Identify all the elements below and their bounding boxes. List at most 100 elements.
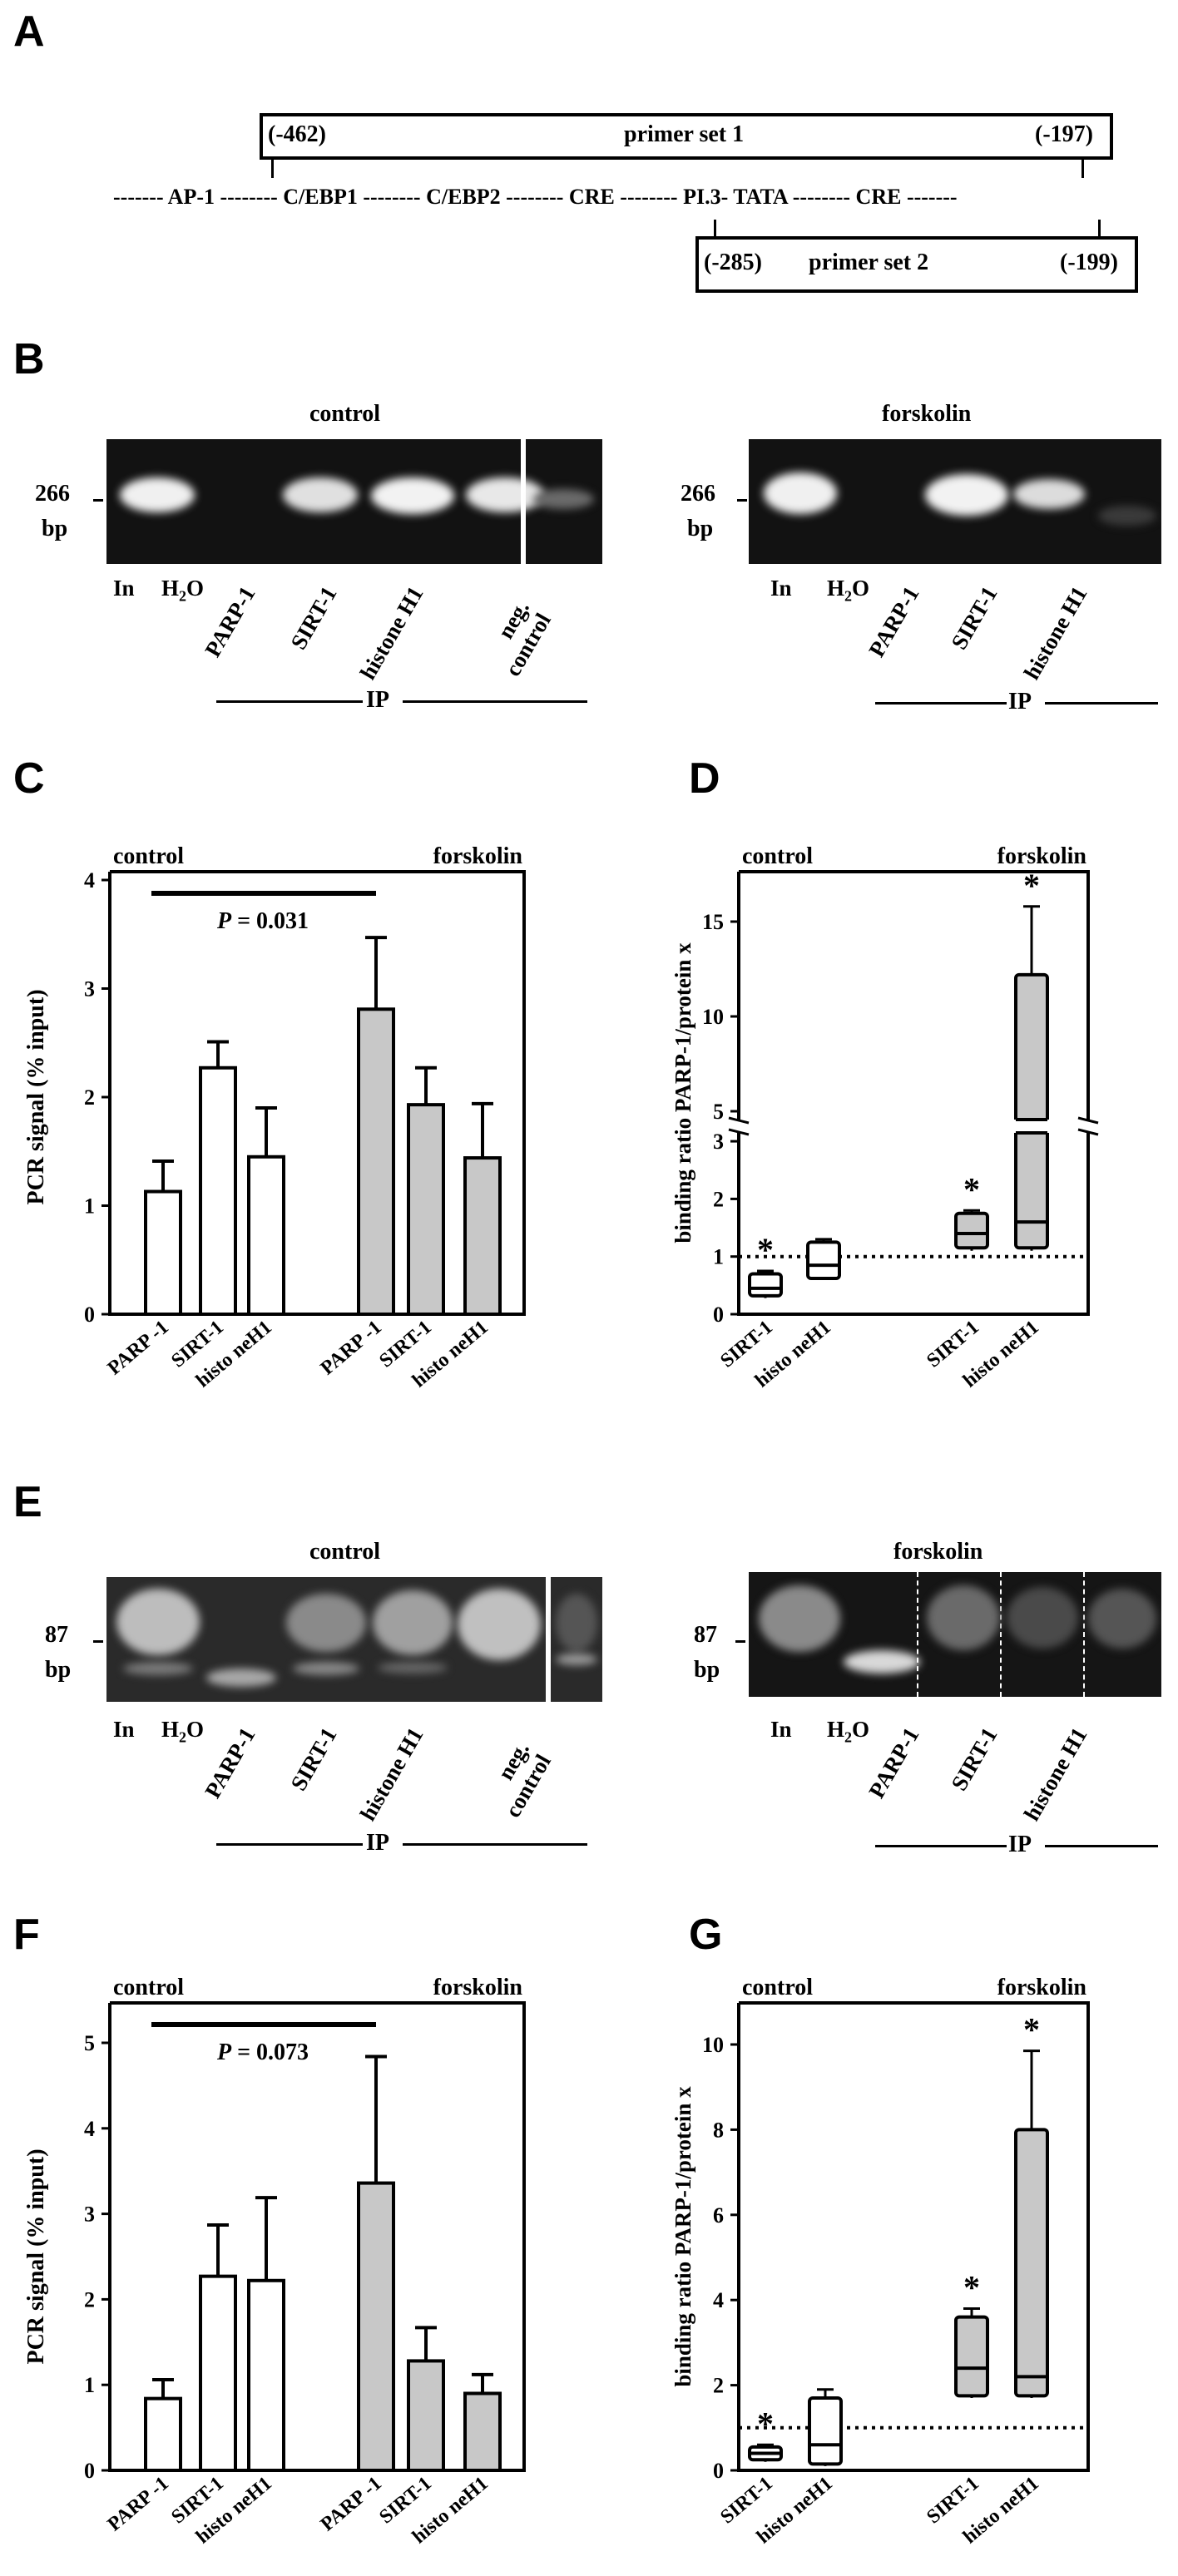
y-tick-label: 5 [84, 2031, 95, 2055]
axis-break-gap [730, 1120, 747, 1133]
gel-e-left-ip-rule-2 [403, 1843, 587, 1846]
x-tick-label: PARP -1 [104, 1317, 173, 1380]
y-tick-label: 10 [702, 1005, 724, 1029]
p-value-label: P = 0.031 [216, 908, 309, 934]
gel-e-left-ip-rule-1 [216, 1843, 363, 1846]
x-tick-label: PARP -1 [317, 1317, 386, 1380]
axis-frame [108, 870, 526, 1316]
gel-lane-label: neg. control [492, 1738, 556, 1822]
gel-b-right-ip-rule-1 [875, 702, 1007, 705]
y-tick-label: 3 [713, 1130, 724, 1154]
gel-b-right-ip-rule-2 [1045, 702, 1158, 705]
gel-e-left-title: control [309, 1539, 381, 1565]
y-tick-label: 0 [713, 2459, 724, 2483]
primer-set-1-label: primer set 1 [624, 121, 745, 147]
primer-set-1-box [260, 113, 1113, 160]
panel-label-e: E [13, 1478, 42, 1526]
box [1014, 2128, 1049, 2398]
bar [144, 1189, 182, 1316]
gel-e-left-size: 87 [45, 1622, 68, 1648]
primer-2-tick-left [714, 220, 716, 238]
y-tick-label: 10 [702, 2033, 724, 2057]
chart-f: 0 1 2 3 4 5 PCR signal (% input) control forskol… [23, 1975, 526, 2548]
panel-label-b: B [13, 335, 45, 383]
axis-break-mark [1077, 1116, 1099, 1125]
box [954, 1211, 989, 1250]
gel-b-right-ip-label: IP [1008, 689, 1032, 714]
group-label-control: control [742, 843, 813, 869]
bar [199, 1066, 237, 1316]
chart-c: 0 1 2 3 4 PCR signal (% input) control forskoli… [23, 843, 526, 1392]
primer-set-1-end: (-197) [1035, 121, 1093, 147]
y-tick-label: 4 [84, 868, 95, 892]
gel-e-left [106, 1577, 602, 1702]
gel-b-right-size: 266 [681, 481, 715, 507]
significance-star: * [757, 1231, 774, 1268]
axis-frame [737, 2001, 1090, 2472]
gel-b-left-size: 266 [35, 481, 70, 507]
box [808, 2396, 843, 2466]
bar [463, 1156, 502, 1316]
group-label-forskolin: forskolin [997, 1975, 1087, 2000]
gel-e-right-ip-rule-2 [1045, 1845, 1158, 1847]
y-tick-label: 8 [713, 2118, 724, 2142]
bar [357, 2181, 395, 2472]
y-tick-label: 5 [713, 1100, 724, 1124]
box [748, 1272, 783, 1298]
box [954, 2315, 989, 2398]
gel-e-left-ip-label: IP [366, 1830, 389, 1856]
gel-b-right-title: forskolin [882, 401, 972, 427]
axis-break-mark [1077, 1128, 1099, 1136]
gel-b-left-tick [93, 499, 103, 502]
x-tick-label: PARP -1 [317, 2473, 386, 2536]
axis-frame [737, 870, 1090, 1316]
gel-e-left-unit: bp [45, 1657, 72, 1683]
group-label-forskolin: forskolin [997, 843, 1087, 869]
group-label-forskolin: forskolin [433, 843, 523, 869]
gel-b-right [749, 439, 1161, 564]
gel-lane-label: neg. control [492, 596, 556, 681]
y-axis-label: binding ratio PARP-1/protein x [671, 2086, 695, 2387]
primer-set-2-end: (-199) [1060, 250, 1118, 275]
primer-2-tick-right [1098, 220, 1101, 238]
group-label-forskolin: forskolin [433, 1975, 523, 2000]
y-tick-label: 2 [713, 2374, 724, 2398]
gel-lane-label: In [770, 1717, 792, 1742]
gel-e-right-ip-label: IP [1008, 1832, 1032, 1857]
gel-lane-label: histone H1 [1018, 581, 1092, 684]
y-tick-label: 1 [713, 1245, 724, 1269]
primer-set-2-label: primer set 2 [809, 250, 929, 275]
gel-lane-label: H2O [827, 1717, 870, 1746]
bar [247, 1155, 285, 1316]
gel-e-right-title: forskolin [893, 1539, 983, 1565]
y-tick-label: 0 [713, 1303, 724, 1327]
y-tick-label: 2 [713, 1187, 724, 1211]
panel-label-c: C [13, 754, 45, 803]
chart-d: 0 1 2 3 5 10 15 binding ratio PARP-1/protein x c… [671, 843, 1099, 1392]
gel-b-left-ip-label: IP [366, 687, 389, 713]
y-axis-label: PCR signal (% input) [23, 2148, 49, 2364]
primer-set-1-start: (-462) [268, 121, 326, 147]
y-tick-label: 1 [84, 1194, 95, 1219]
bar [407, 1103, 445, 1317]
axis-break-mark [728, 1116, 750, 1125]
y-tick-label: 2 [84, 1085, 95, 1110]
y-tick-label: 4 [84, 2117, 95, 2141]
gel-b-left-unit: bp [42, 516, 68, 541]
gel-lane-label: In [113, 576, 135, 601]
panel-label-f: F [13, 1911, 40, 1959]
significance-star: * [963, 2268, 980, 2306]
gel-e-left-tick [93, 1640, 103, 1643]
gel-b-left-ip-rule-1 [216, 700, 363, 703]
gel-e-right-ip-rule-1 [875, 1845, 1007, 1847]
bar [463, 2391, 502, 2472]
x-tick-label: PARP -1 [104, 2473, 173, 2536]
gel-e-right-unit: bp [694, 1657, 720, 1683]
promoter-sequence: ------- AP-1 -------- C/EBP1 -------- C/… [113, 185, 958, 209]
panel-label-d: D [689, 754, 720, 803]
primer-set-2-box [695, 236, 1138, 293]
primer-set-2-start: (-285) [704, 250, 762, 275]
y-axis-label: binding ratio PARP-1/protein x [671, 942, 695, 1244]
bar [407, 2359, 445, 2472]
primer-1-tick-left [271, 160, 274, 178]
